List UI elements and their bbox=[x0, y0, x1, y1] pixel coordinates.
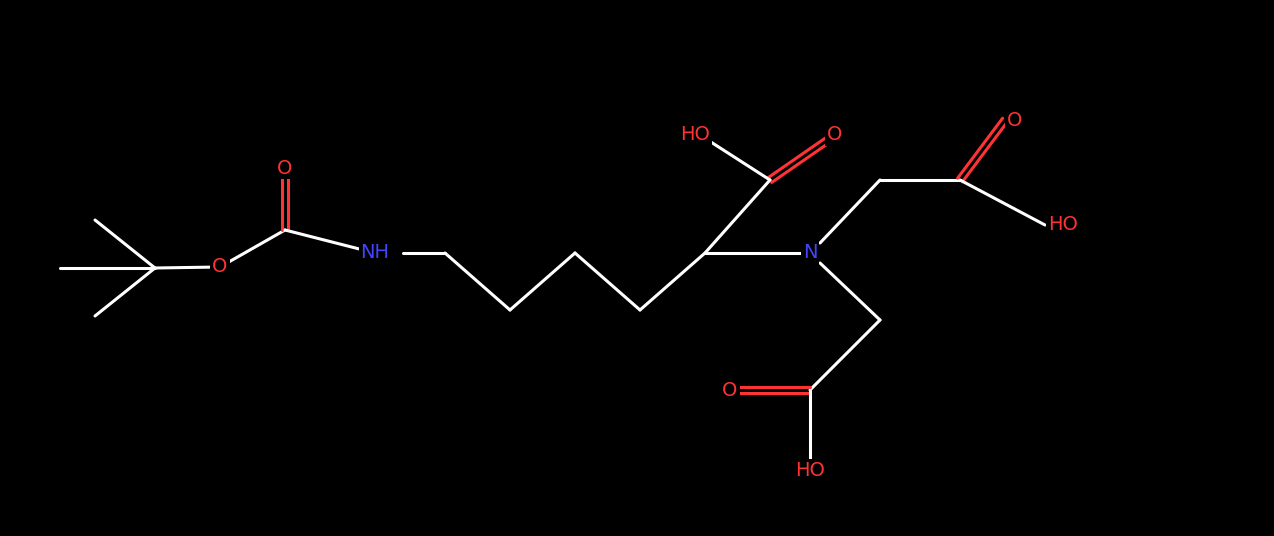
Text: O: O bbox=[278, 159, 293, 177]
Text: O: O bbox=[1008, 110, 1023, 130]
Text: HO: HO bbox=[1049, 215, 1078, 235]
Text: HO: HO bbox=[795, 460, 826, 480]
Text: O: O bbox=[827, 125, 842, 145]
Text: O: O bbox=[722, 381, 738, 399]
Text: O: O bbox=[213, 257, 228, 277]
Text: NH: NH bbox=[361, 243, 390, 263]
Text: N: N bbox=[803, 243, 817, 263]
Text: HO: HO bbox=[680, 125, 710, 145]
